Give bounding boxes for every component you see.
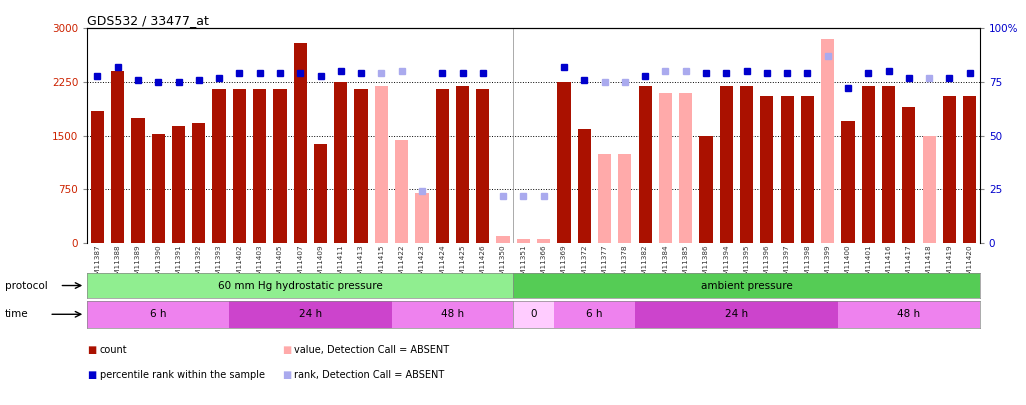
Bar bbox=[841, 122, 855, 243]
Bar bbox=[253, 89, 266, 243]
Bar bbox=[395, 140, 408, 243]
Bar bbox=[557, 82, 570, 243]
Text: ■: ■ bbox=[87, 345, 96, 355]
Bar bbox=[760, 96, 774, 243]
Text: 0: 0 bbox=[530, 309, 537, 319]
Bar bbox=[152, 134, 165, 243]
Bar bbox=[537, 239, 550, 243]
Bar bbox=[922, 136, 936, 243]
Text: 48 h: 48 h bbox=[898, 309, 920, 319]
Bar bbox=[293, 43, 307, 243]
Bar bbox=[719, 85, 733, 243]
Bar bbox=[635, 301, 838, 328]
Bar bbox=[233, 89, 246, 243]
Bar bbox=[902, 107, 915, 243]
Text: value, Detection Call = ABSENT: value, Detection Call = ABSENT bbox=[294, 345, 449, 355]
Bar bbox=[882, 85, 895, 243]
Bar bbox=[497, 236, 510, 243]
Bar bbox=[598, 153, 611, 243]
Bar bbox=[578, 128, 591, 243]
Bar bbox=[821, 39, 834, 243]
Bar bbox=[90, 111, 104, 243]
Text: ■: ■ bbox=[282, 370, 291, 379]
Text: time: time bbox=[5, 309, 29, 319]
Bar bbox=[229, 301, 392, 328]
Bar bbox=[801, 96, 814, 243]
Bar bbox=[554, 301, 635, 328]
Bar bbox=[963, 96, 977, 243]
Bar bbox=[619, 153, 631, 243]
Bar bbox=[355, 89, 367, 243]
Bar bbox=[192, 123, 205, 243]
Bar bbox=[517, 239, 530, 243]
Bar bbox=[416, 193, 429, 243]
Bar bbox=[781, 96, 794, 243]
Bar bbox=[943, 96, 956, 243]
Bar bbox=[87, 301, 229, 328]
Bar bbox=[334, 82, 348, 243]
Text: 24 h: 24 h bbox=[724, 309, 748, 319]
Bar bbox=[700, 136, 712, 243]
Text: 6 h: 6 h bbox=[150, 309, 166, 319]
Text: 60 mm Hg hydrostatic pressure: 60 mm Hg hydrostatic pressure bbox=[218, 281, 383, 290]
Text: ■: ■ bbox=[282, 345, 291, 355]
Bar bbox=[392, 301, 513, 328]
Text: 6 h: 6 h bbox=[586, 309, 602, 319]
Bar bbox=[679, 93, 693, 243]
Text: GDS532 / 33477_at: GDS532 / 33477_at bbox=[87, 14, 209, 27]
Bar bbox=[111, 71, 124, 243]
Bar bbox=[436, 89, 448, 243]
Text: ambient pressure: ambient pressure bbox=[701, 281, 792, 290]
Bar bbox=[131, 118, 145, 243]
Text: protocol: protocol bbox=[5, 281, 48, 290]
Bar bbox=[212, 89, 226, 243]
Bar bbox=[314, 144, 327, 243]
Bar bbox=[374, 85, 388, 243]
Text: 24 h: 24 h bbox=[299, 309, 322, 319]
Bar bbox=[638, 85, 652, 243]
Bar bbox=[456, 85, 469, 243]
Bar bbox=[838, 301, 980, 328]
Bar bbox=[740, 85, 753, 243]
Bar bbox=[513, 301, 554, 328]
Bar bbox=[87, 273, 513, 298]
Bar bbox=[273, 89, 286, 243]
Text: rank, Detection Call = ABSENT: rank, Detection Call = ABSENT bbox=[294, 370, 444, 379]
Bar bbox=[862, 85, 875, 243]
Text: ■: ■ bbox=[87, 370, 96, 379]
Bar bbox=[476, 89, 489, 243]
Bar bbox=[659, 93, 672, 243]
Text: percentile rank within the sample: percentile rank within the sample bbox=[100, 370, 265, 379]
Bar bbox=[172, 126, 185, 243]
Text: count: count bbox=[100, 345, 127, 355]
Text: 48 h: 48 h bbox=[441, 309, 464, 319]
Bar bbox=[513, 273, 980, 298]
